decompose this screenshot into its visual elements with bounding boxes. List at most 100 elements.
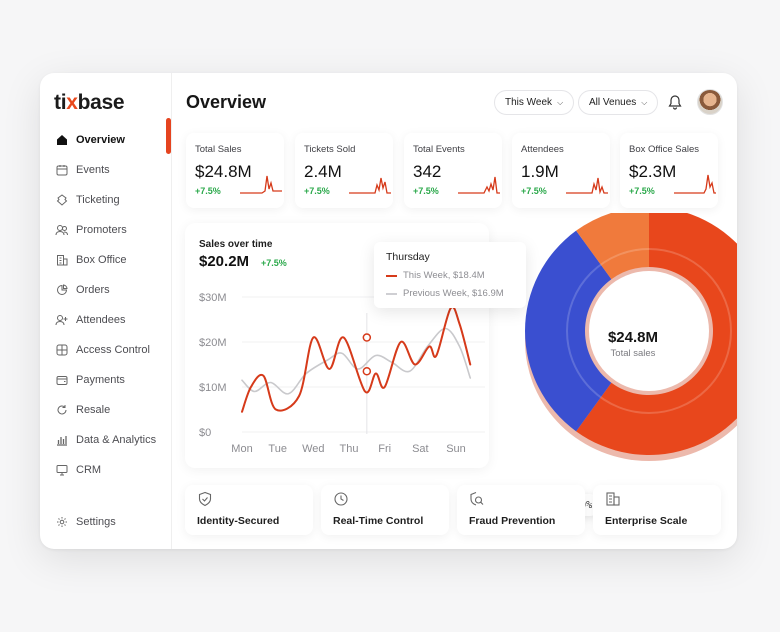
series-line-previous-week: [241, 327, 472, 395]
kpi-label: Attendees: [521, 144, 564, 155]
legend-swatch: [386, 292, 397, 295]
tooltip-this-week: This Week, $18.4M: [403, 270, 485, 281]
home-icon: [55, 134, 68, 147]
donut-total-label: Total sales: [610, 348, 656, 359]
feature-label: Real-Time Control: [333, 515, 424, 527]
refresh-icon: [55, 404, 68, 417]
chevron-down-icon: ⌵: [557, 97, 564, 107]
kpi-card-total-events[interactable]: Total Events 342 +7.5%: [404, 133, 502, 208]
sidebar: tixbase Overview Events Ticketing Promot…: [40, 73, 172, 549]
sidebar-item-access-control[interactable]: Access Control: [40, 335, 172, 365]
venue-select-value: All Venues: [589, 97, 637, 108]
x-tick-label: Thu: [340, 443, 359, 455]
donut-segment-web: [576, 213, 737, 455]
kpi-card-attendees[interactable]: Attendees 1.9M +7.5%: [512, 133, 610, 208]
sidebar-item-label: Box Office: [76, 254, 127, 266]
grid-icon: [55, 344, 68, 357]
x-tick-label: Wed: [302, 443, 324, 455]
kpi-value: $2.3M: [629, 162, 677, 181]
avatar[interactable]: [697, 89, 723, 115]
sparkline: [458, 176, 500, 194]
donut-center: $24.8M Total sales: [588, 329, 678, 359]
y-tick-label: $30M: [199, 292, 227, 304]
bar-chart-icon: [55, 434, 68, 447]
sidebar-item-events[interactable]: Events: [40, 155, 172, 185]
sidebar-item-label: Overview: [76, 134, 125, 146]
monitor-icon: [55, 464, 68, 477]
period-select[interactable]: This Week ⌵: [494, 90, 575, 115]
sidebar-item-resale[interactable]: Resale: [40, 395, 172, 425]
kpi-change: +7.5%: [304, 186, 330, 196]
sidebar-item-label: CRM: [76, 464, 102, 476]
kpi-value: 342: [413, 162, 442, 181]
data-point-marker: [362, 367, 372, 376]
kpi-value: 2.4M: [304, 162, 342, 181]
person-add-icon: [55, 314, 68, 327]
feature-label: Enterprise Scale: [605, 515, 688, 527]
kpi-change: +7.5%: [195, 186, 221, 196]
search-shield-icon: [470, 491, 484, 506]
kpi-label: Tickets Sold: [304, 144, 356, 155]
donut-hole: [589, 271, 709, 391]
donut-segment-orange-light: [576, 213, 649, 280]
sidebar-item-settings[interactable]: Settings: [40, 507, 172, 537]
pie-icon: [55, 284, 68, 297]
series-line-this-week: [241, 306, 472, 413]
feature-label: Identity-Secured: [197, 515, 280, 527]
page-title: Overview: [186, 92, 267, 112]
tooltip-title: Thursday: [386, 251, 430, 263]
sidebar-item-orders[interactable]: Orders: [40, 275, 172, 305]
donut-inner-ring: [566, 248, 732, 414]
calendar-icon: [55, 164, 68, 177]
sidebar-item-payments[interactable]: Payments: [40, 365, 172, 395]
tooltip-row-this-week: This Week, $18.4M: [386, 270, 485, 281]
y-tick-label: $20M: [199, 337, 227, 349]
sales-line-chart[interactable]: $0 $10M $20M $30M Mon Tue Wed Thu Fri Sat Sun: [185, 223, 489, 468]
sidebar-item-box-office[interactable]: Box Office: [40, 245, 172, 275]
sidebar-item-label: Events: [76, 164, 110, 176]
gear-icon: [55, 516, 68, 529]
sidebar-item-promoters[interactable]: Promoters: [40, 215, 172, 245]
feature-card-real-time-control[interactable]: Real-Time Control: [321, 485, 449, 535]
kpi-change: +7.5%: [629, 186, 655, 196]
sidebar-item-label: Data & Analytics: [76, 434, 157, 446]
sparkline: [566, 177, 608, 195]
kpi-value: 1.9M: [521, 162, 559, 181]
feature-card-fraud-prevention[interactable]: Fraud Prevention: [457, 485, 585, 535]
chart-tooltip: Thursday This Week, $18.4M Previous Week…: [374, 242, 526, 308]
kpi-change: +7.5%: [413, 186, 439, 196]
period-select-value: This Week: [505, 97, 553, 108]
legend-swatch: [386, 274, 397, 277]
feature-card-enterprise-scale[interactable]: Enterprise Scale: [593, 485, 721, 535]
donut-total-value: $24.8M: [607, 329, 659, 346]
kpi-card-tickets-sold[interactable]: Tickets Sold 2.4M +7.5%: [295, 133, 393, 208]
clock-icon: [334, 492, 348, 506]
feature-card-identity-secured[interactable]: Identity-Secured: [185, 485, 313, 535]
sidebar-item-overview[interactable]: Overview: [40, 125, 172, 155]
sidebar-item-data-analytics[interactable]: Data & Analytics: [40, 425, 172, 455]
sparkline: [674, 174, 716, 194]
x-tick-label: Tue: [268, 443, 287, 455]
building-icon: [55, 254, 68, 267]
x-tick-label: Fri: [378, 443, 391, 455]
sales-donut-chart[interactable]: [518, 213, 737, 473]
x-tick-label: Sat: [412, 443, 429, 455]
wallet-icon: [55, 374, 68, 387]
bell-icon[interactable]: [666, 93, 684, 111]
sparkline: [349, 177, 391, 194]
chart-change: +7.5%: [261, 258, 287, 268]
sidebar-item-label: Payments: [76, 374, 125, 386]
ticket-icon: [55, 194, 68, 207]
sidebar-item-ticketing[interactable]: Ticketing: [40, 185, 172, 215]
sparkline: [240, 175, 282, 194]
tixbase-logo[interactable]: tixbase: [54, 91, 125, 114]
sidebar-item-attendees[interactable]: Attendees: [40, 305, 172, 335]
kpi-card-box-office-sales[interactable]: Box Office Sales $2.3M +7.5%: [620, 133, 718, 208]
shield-icon: [198, 491, 212, 507]
sidebar-item-label: Ticketing: [76, 194, 120, 206]
kpi-card-total-sales[interactable]: Total Sales $24.8M +7.5%: [186, 133, 284, 208]
sidebar-item-crm[interactable]: CRM: [40, 455, 172, 485]
buildings-icon: [606, 492, 620, 506]
venue-select[interactable]: All Venues ⌵: [578, 90, 659, 115]
active-indicator: [166, 118, 171, 154]
